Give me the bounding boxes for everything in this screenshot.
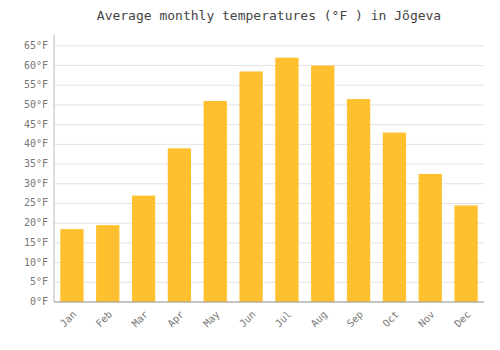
x-tick-label: Jan <box>58 309 79 330</box>
bar <box>275 58 298 302</box>
y-axis: 0°F 5°F 10°F 15°F 20°F 25°F 30°F 35°F 40°F 45°F 50… <box>24 34 54 307</box>
x-tick-label: Jul <box>273 309 294 330</box>
bar <box>383 133 406 302</box>
grid-line <box>54 164 484 165</box>
grid-line <box>54 104 484 105</box>
bar <box>347 99 370 302</box>
x-tick-label: Sep <box>345 309 366 330</box>
bar <box>60 229 83 302</box>
grid-line <box>54 65 484 66</box>
y-tick-label: 45°F <box>24 119 48 130</box>
chart-title: Average monthly temperatures (°F ) in Jõ… <box>97 8 441 23</box>
grid <box>54 46 484 302</box>
bar <box>419 174 442 302</box>
grid-line <box>54 302 484 303</box>
y-tick-label: 60°F <box>24 60 48 71</box>
bar <box>239 71 262 302</box>
grid-line <box>54 45 484 46</box>
y-axis-line <box>54 34 55 302</box>
y-tick-label: 30°F <box>24 178 48 189</box>
x-tick-label: Oct <box>380 309 401 330</box>
y-tick-label: 25°F <box>24 197 48 208</box>
y-tick-label: 35°F <box>24 158 48 169</box>
y-tick-label: 40°F <box>24 138 48 149</box>
bar <box>132 196 155 302</box>
x-tick-label: Jun <box>237 309 258 330</box>
grid-line <box>54 124 484 125</box>
x-axis-line <box>54 302 484 303</box>
x-tick-label: Dec <box>452 309 473 330</box>
chart-svg: Average monthly temperatures (°F ) in Jõ… <box>0 0 500 350</box>
x-axis: Jan Feb Mar Apr May Jun Jul Aug Sep Oct Nov Dec <box>54 302 484 329</box>
y-tick-label: 55°F <box>24 79 48 90</box>
bars <box>60 58 477 302</box>
y-tick-label: 50°F <box>24 99 48 110</box>
y-tick-label: 20°F <box>24 217 48 228</box>
y-tick-label: 0°F <box>30 296 48 307</box>
y-tick-label: 10°F <box>24 257 48 268</box>
bar <box>168 148 191 302</box>
grid-line <box>54 85 484 86</box>
y-tick-label: 15°F <box>24 237 48 248</box>
bar <box>454 205 477 302</box>
chart-container: Average monthly temperatures (°F ) in Jõ… <box>0 0 500 350</box>
grid-line <box>54 144 484 145</box>
y-tick-label: 5°F <box>30 276 48 287</box>
y-tick-label: 65°F <box>24 40 48 51</box>
bar <box>311 66 334 302</box>
x-tick-label: Aug <box>309 309 330 330</box>
x-tick-label: Apr <box>165 309 186 330</box>
bar <box>96 225 119 302</box>
x-tick-label: May <box>201 309 222 330</box>
bar <box>204 101 227 302</box>
x-tick-label: Nov <box>416 309 437 330</box>
x-tick-label: Mar <box>130 309 151 330</box>
x-tick-label: Feb <box>94 309 115 330</box>
